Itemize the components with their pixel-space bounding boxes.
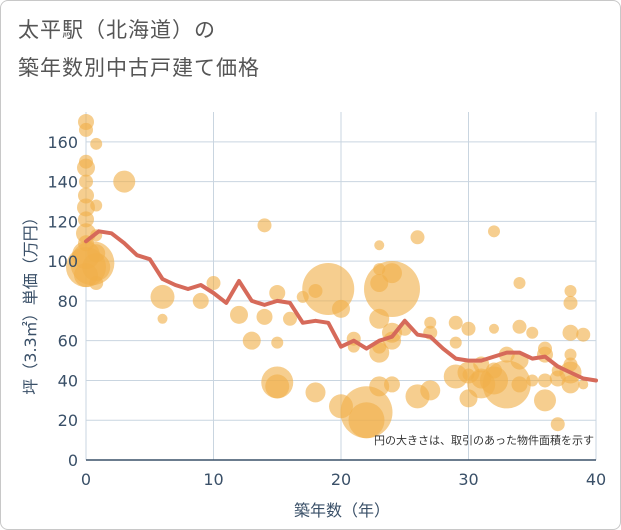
bubble-point <box>578 379 589 390</box>
bubble-point <box>77 158 95 177</box>
bubble-point <box>82 253 111 282</box>
bubble-point <box>157 313 168 324</box>
bubble-point <box>374 240 385 251</box>
bubble-point <box>420 380 441 401</box>
bubble-point <box>269 284 286 301</box>
bubble-point <box>512 319 527 334</box>
bubble-point <box>332 299 350 318</box>
bubble-size-note: 円の大きさは、取引のあった物件面積を示す <box>374 433 594 447</box>
bubble-point <box>550 417 565 432</box>
bubble-point <box>90 199 103 212</box>
x-tick-labels: 0 10 20 30 40 <box>81 470 606 489</box>
bubble-point <box>489 323 499 334</box>
x-tick-label: 20 <box>331 470 351 489</box>
trend-line <box>84 229 598 383</box>
bubble-point <box>538 373 552 388</box>
bubble-point <box>561 375 580 394</box>
bubble-point <box>113 170 136 193</box>
bubble-point <box>369 376 390 397</box>
bubble-point <box>271 336 284 349</box>
bubble-point <box>564 348 577 361</box>
y-tick-label: 80 <box>58 292 78 311</box>
chart-title-line1: 太平駅（北海道）の <box>18 18 216 42</box>
bubble-point <box>77 198 95 217</box>
bubble-point <box>384 376 400 393</box>
y-tick-label: 140 <box>47 173 78 192</box>
chart-title-line2: 築年数別中古戸建て価格 <box>18 56 260 80</box>
bubble-point <box>482 360 531 409</box>
bubble-point <box>257 218 272 233</box>
x-tick-label: 40 <box>586 470 606 489</box>
bubble-point <box>562 324 579 341</box>
x-tick-label: 0 <box>81 470 91 489</box>
bubble-point <box>364 260 420 317</box>
bubble-point <box>87 244 106 263</box>
y-tick-label: 120 <box>47 212 78 231</box>
bubble-point <box>511 376 528 393</box>
bubble-point <box>526 374 539 387</box>
bubble-point <box>206 276 221 291</box>
bubble-point <box>488 225 500 238</box>
bubble-point <box>89 276 104 291</box>
bubble-point <box>305 382 326 403</box>
bubble-point <box>348 402 385 439</box>
bubble-point <box>78 211 94 228</box>
bubble-point <box>461 321 476 336</box>
bubble-point <box>90 137 103 150</box>
y-tick-label: 60 <box>58 332 78 351</box>
bubble-point <box>448 315 463 330</box>
bubble-series <box>66 113 591 439</box>
bubble-point <box>410 230 425 245</box>
bubble-point <box>576 327 591 342</box>
y-tick-labels: 0 20 40 60 80 100 120 140 160 <box>47 133 78 470</box>
bubble-point <box>230 305 248 324</box>
y-tick-label: 40 <box>58 371 78 390</box>
y-tick-label: 160 <box>47 133 78 152</box>
y-tick-label: 0 <box>68 451 78 470</box>
y-tick-label: 100 <box>47 252 78 271</box>
bubble-point <box>526 326 539 339</box>
x-tick-label: 10 <box>203 470 223 489</box>
bubble-point <box>449 336 462 349</box>
bubble-point <box>534 389 556 412</box>
bubble-point <box>369 342 390 363</box>
bubble-point <box>265 374 290 399</box>
bubble-point <box>150 284 175 309</box>
x-axis-label: 築年数（年） <box>294 501 390 520</box>
y-tick-label: 20 <box>58 411 78 430</box>
bubble-point <box>513 277 526 290</box>
y-axis-label: 坪（3.3㎡）単価（万円） <box>21 209 40 394</box>
x-tick-label: 30 <box>458 470 478 489</box>
bubble-point <box>79 174 93 189</box>
bubble-point <box>256 308 273 325</box>
bubble-point <box>283 311 297 326</box>
bubble-point <box>242 331 261 350</box>
bubble-point <box>563 295 578 310</box>
bubble-point <box>564 284 577 297</box>
bubble-point <box>424 316 437 329</box>
bubble-point <box>79 122 93 137</box>
bubble-point <box>192 292 209 309</box>
